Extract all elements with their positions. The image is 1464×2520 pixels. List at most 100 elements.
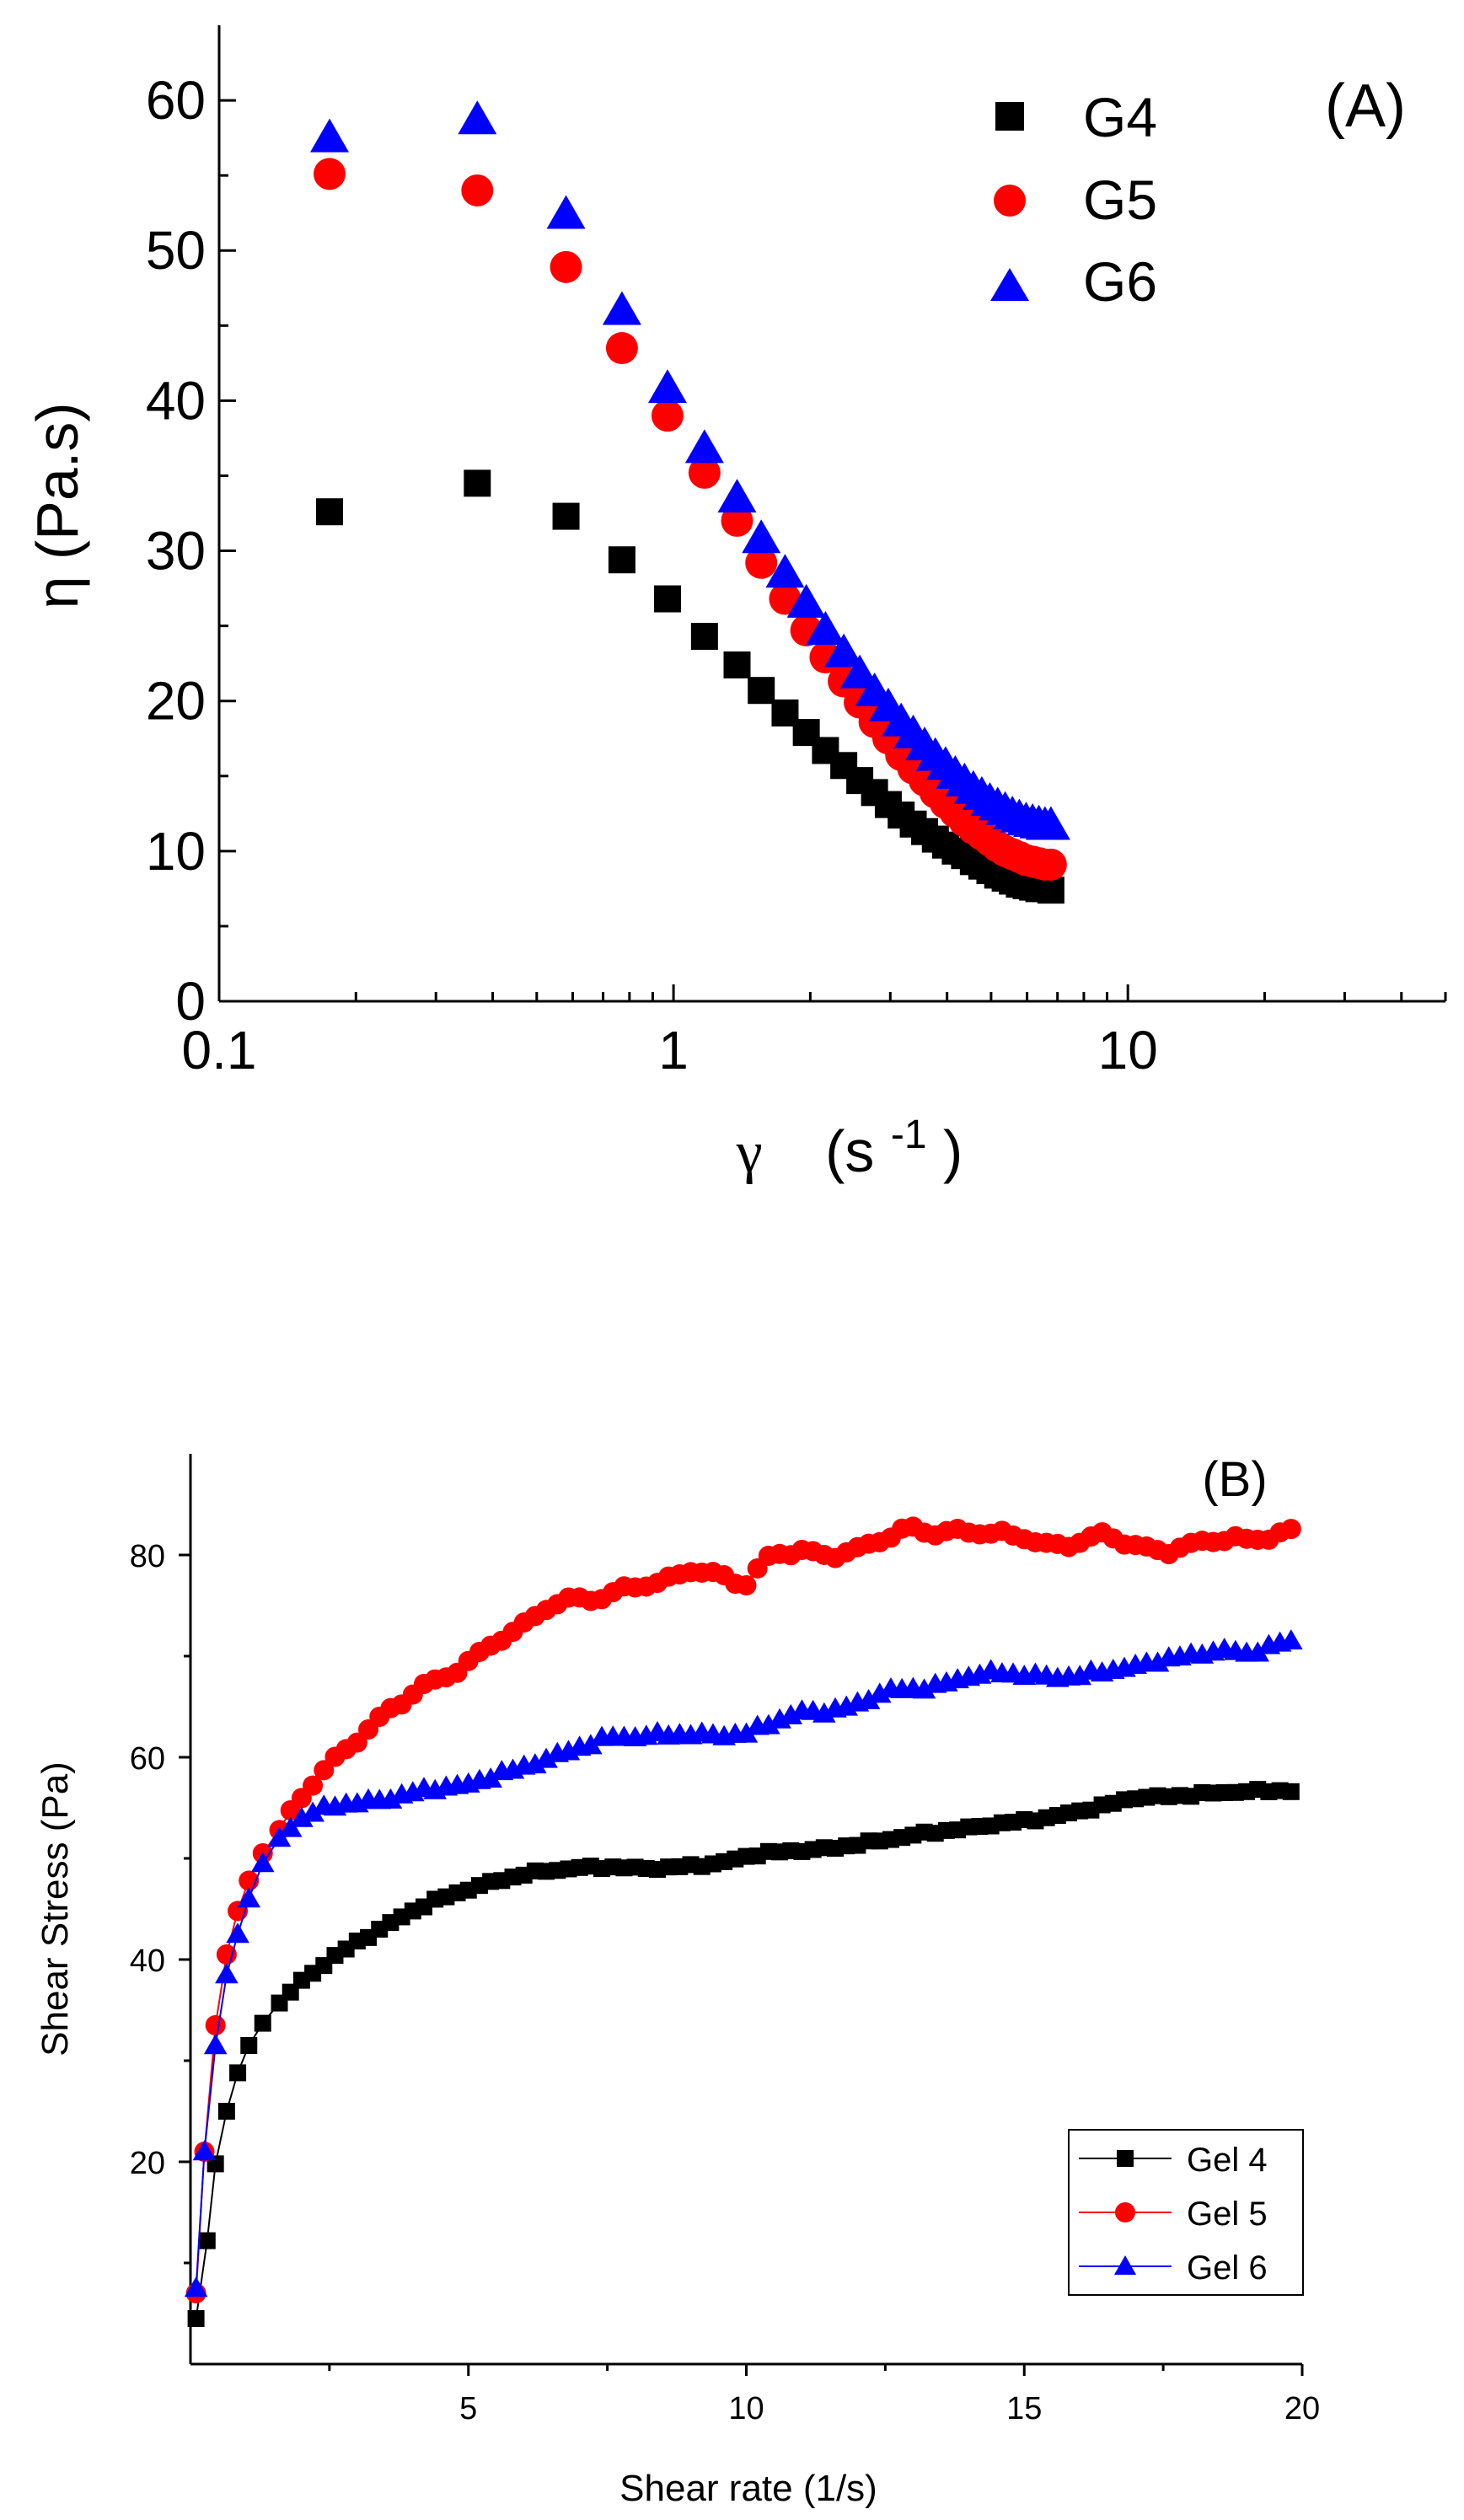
chart-b-point-gel-4	[1282, 1783, 1300, 1800]
chart-a-point-g5	[1034, 848, 1067, 881]
chart-b-point-gel-6	[250, 1852, 275, 1873]
chart-a-points	[310, 100, 1070, 904]
chart-b-point-gel-5	[205, 2015, 226, 2035]
chart-a-point-g4	[464, 469, 491, 497]
chart-a: 0 10 20 30 40 50 60 0.1 1 10 (A) η (Pa.s) γ (s -1…	[24, 25, 1447, 1185]
chart-b-y-tick-label: 20	[130, 2146, 165, 2181]
chart-a-panel-label: (A)	[1325, 72, 1406, 140]
chart-b-point-gel-4	[254, 2014, 271, 2032]
chart-b-point-gel-5	[736, 1575, 757, 1595]
chart-b-point-gel-6	[523, 1753, 547, 1774]
chart-b-point-gel-6	[534, 1747, 558, 1768]
chart-a-legend-label-g6: G6	[1083, 250, 1157, 313]
chart-b-legend-label-gel6: Gel 6	[1187, 2249, 1268, 2287]
chart-a-point-g5	[721, 504, 753, 537]
chart-b-point-gel-4	[217, 2103, 235, 2120]
chart-b-point-gel-6	[579, 1734, 603, 1755]
chart-a-series-g6	[310, 100, 1070, 840]
chart-b-ticks: 20 40 60 80 5 10 15 20	[130, 1539, 1320, 2426]
chart-a-y-tick-label: 60	[146, 70, 206, 131]
chart-a-point-g6	[647, 369, 687, 404]
chart-b-legend-label-gel4: Gel 4	[1187, 2142, 1268, 2179]
chart-a-point-g6	[546, 195, 586, 229]
chart-a-x-tick-label: 0.1	[182, 1020, 257, 1080]
chart-b-point-gel-6	[203, 2034, 228, 2055]
chart-b-legend-marker-gel4	[1117, 2150, 1134, 2167]
chart-b-series-gel-6	[184, 1629, 1303, 2297]
chart-a-point-g6	[840, 654, 880, 689]
chart-a-y-axis-label: η (Pa.s)	[24, 402, 90, 609]
chart-a-point-g6	[310, 118, 350, 153]
chart-b-legend-marker-gel6	[1114, 2255, 1136, 2275]
chart-a-point-g5	[605, 332, 638, 365]
chart-b-panel-label: (B)	[1202, 1452, 1267, 1507]
chart-a-point-g5	[651, 399, 684, 432]
chart-b-x-tick-label: 5	[459, 2391, 477, 2426]
chart-a-legend-marker-g5	[994, 185, 1026, 217]
chart-b-point-gel-6	[192, 2140, 217, 2161]
chart-b-point-gel-4	[229, 2064, 247, 2082]
chart-a-point-g4	[723, 651, 751, 678]
chart-a-ticks: 0 10 20 30 40 50 60 0.1 1 10	[146, 70, 1447, 1080]
chart-b-point-gel-6	[912, 1678, 936, 1699]
chart-a-point-g6	[717, 479, 757, 513]
chart-b-series	[184, 1516, 1303, 2327]
chart-a-point-g6	[458, 100, 497, 135]
chart-a-point-g6	[1031, 806, 1070, 840]
chart-b: 20 40 60 80 5 10 15 20 (B) Shear Stress (Pa) Sh…	[35, 1452, 1320, 2509]
chart-a-legend-label-g5: G5	[1083, 169, 1157, 231]
chart-a-point-g6	[806, 610, 845, 645]
chart-a-point-g4	[608, 546, 635, 574]
chart-b-point-gel-6	[237, 1887, 261, 1908]
chart-a-point-g5	[550, 250, 582, 283]
chart-a-point-g4	[316, 498, 344, 526]
chart-a-point-g6	[742, 519, 781, 554]
chart-a-point-g5	[688, 456, 721, 489]
chart-a-legend-label-g4: G4	[1083, 86, 1157, 148]
chart-b-point-gel-4	[240, 2037, 258, 2054]
chart-a-x-axis-close: )	[943, 1118, 963, 1184]
chart-a-x-tick-label: 10	[1098, 1020, 1158, 1080]
chart-b-point-gel-6	[479, 1767, 502, 1788]
chart-b-point-gel-6	[867, 1682, 892, 1703]
chart-b-y-tick-label: 40	[130, 1944, 165, 1979]
chart-b-point-gel-5	[314, 1760, 335, 1781]
chart-b-point-gel-6	[215, 1963, 239, 1984]
chart-b-point-gel-6	[856, 1688, 881, 1709]
chart-b-legend-label-gel5: Gel 5	[1187, 2196, 1268, 2233]
chart-b-x-tick-label: 10	[728, 2391, 764, 2426]
chart-b-y-tick-label: 60	[130, 1741, 165, 1777]
chart-a-point-g4	[690, 623, 718, 651]
chart-b-y-tick-label: 80	[130, 1539, 165, 1574]
chart-a-x-axis-label: γ (s -1 )	[736, 1095, 963, 1185]
chart-a-point-g4	[1037, 877, 1064, 904]
chart-b-point-gel-5	[1280, 1519, 1301, 1540]
chart-b-legend-marker-gel5	[1115, 2202, 1135, 2222]
chart-a-y-tick-label: 0	[175, 971, 206, 1032]
chart-a-legend-marker-g4	[995, 102, 1024, 131]
chart-a-point-g5	[461, 174, 494, 206]
chart-a-point-g4	[748, 677, 775, 705]
chart-a-point-g6	[765, 554, 805, 588]
chart-b-point-gel-6	[812, 1702, 836, 1723]
chart-a-point-g6	[824, 633, 864, 668]
chart-b-point-gel-6	[1145, 1651, 1170, 1672]
chart-a-x-axis-exponent: -1	[891, 1113, 927, 1157]
chart-a-point-g4	[552, 502, 580, 530]
chart-b-point-gel-5	[303, 1775, 324, 1796]
chart-a-point-g6	[684, 429, 724, 464]
chart-b-point-gel-6	[1279, 1629, 1303, 1650]
chart-a-x-axis-unit: (s	[825, 1118, 874, 1184]
chart-a-x-tick-label: 1	[658, 1020, 689, 1080]
chart-a-legend-marker-g6	[990, 268, 1029, 301]
chart-b-point-gel-6	[1246, 1641, 1270, 1662]
chart-a-axes	[217, 25, 1445, 1003]
chart-b-series-gel-4	[187, 1781, 1300, 2327]
chart-a-x-axis-symbol: γ	[736, 1120, 763, 1185]
chart-a-point-g4	[653, 585, 681, 613]
chart-b-x-tick-label: 20	[1284, 2391, 1320, 2426]
chart-b-point-gel-6	[301, 1801, 324, 1822]
chart-a-point-g5	[745, 546, 778, 579]
chart-a-y-tick-label: 10	[146, 821, 206, 882]
